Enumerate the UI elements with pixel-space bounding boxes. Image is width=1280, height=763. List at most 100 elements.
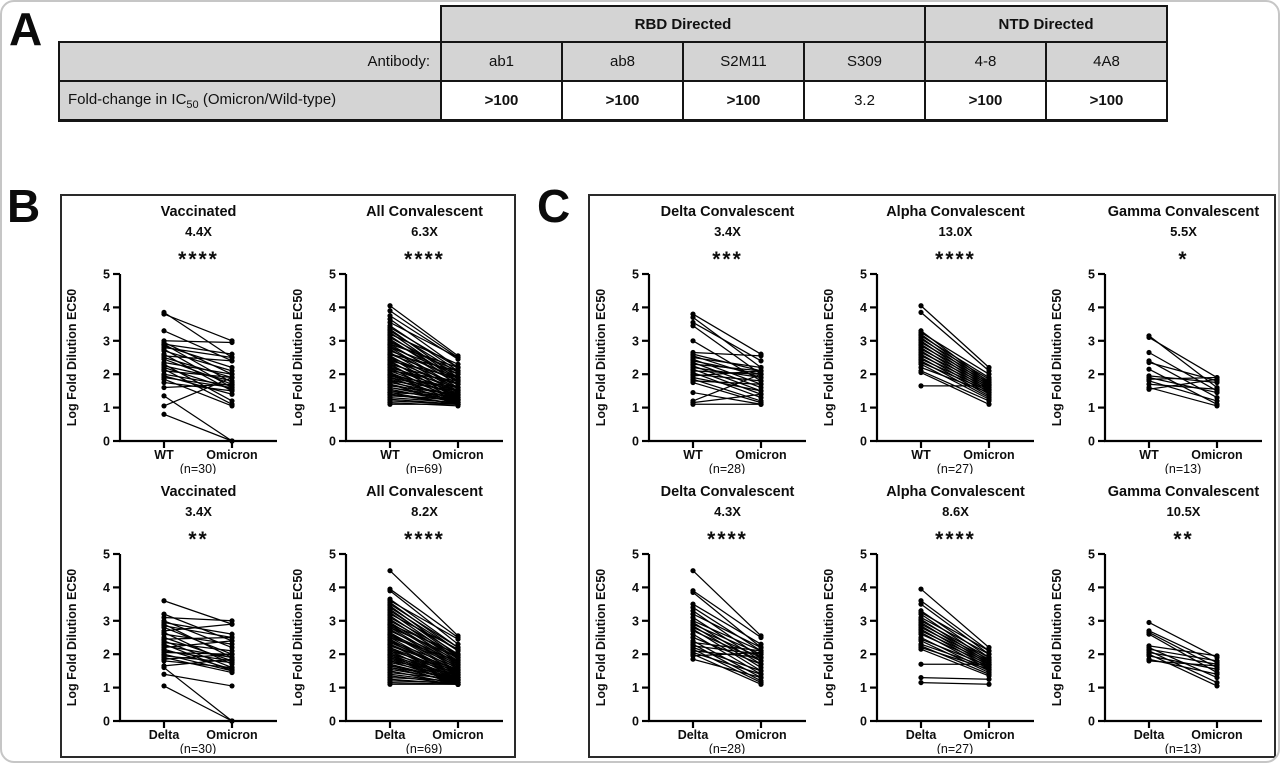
axes xyxy=(870,552,1034,728)
group-header-rbd: RBD Directed xyxy=(440,5,926,43)
fold-change-text: 3.4X xyxy=(714,224,741,239)
y-tick-label: 1 xyxy=(103,681,110,695)
panel-a-label: A xyxy=(9,3,43,55)
sample-size-label: (n=13) xyxy=(1165,462,1201,474)
panel-b-label: B xyxy=(7,180,41,232)
fold-change-text: 8.6X xyxy=(942,504,969,519)
chart-title: All Convalescent xyxy=(366,484,483,500)
y-axis-label: Log Fold Dilution EC50 xyxy=(1050,569,1064,707)
y-tick-label: 5 xyxy=(103,548,110,562)
fold-change-value: 3.2 xyxy=(803,80,926,122)
fold-label-suffix: (Omicron/Wild-type) xyxy=(198,90,337,108)
antibody-name: 4-8 xyxy=(924,41,1047,82)
y-tick-label: 3 xyxy=(632,614,639,628)
y-tick-label: 4 xyxy=(860,301,867,315)
chart-c-delta-convalescent-delta: Delta Convalescent 4.3X **** Log Fold Dilut… xyxy=(594,484,806,754)
y-tick-label: 4 xyxy=(860,581,867,595)
y-axis-label: Log Fold Dilution EC50 xyxy=(65,289,79,427)
chart-title: Alpha Convalescent xyxy=(886,484,1025,500)
y-tick-label: 3 xyxy=(103,614,110,628)
fold-change-text: 13.0X xyxy=(939,224,973,239)
data-points xyxy=(690,568,764,687)
x-category-label: Omicron xyxy=(432,728,483,742)
y-tick-label: 1 xyxy=(632,401,639,415)
x-category-label: Omicron xyxy=(1191,448,1242,462)
x-category-label: Omicron xyxy=(735,728,786,742)
fold-label-subscript: 50 xyxy=(186,98,199,111)
chart-b-all-convalescent-wt: All Convalescent 6.3X **** Log Fold Dilutio… xyxy=(291,204,503,474)
group-header-ntd: NTD Directed xyxy=(924,5,1168,43)
paired-lines xyxy=(692,313,762,405)
y-tick-label: 2 xyxy=(1088,368,1095,382)
data-points xyxy=(918,303,992,407)
data-points xyxy=(161,309,235,444)
chart-title: Gamma Convalescent xyxy=(1108,484,1260,500)
x-category-label: Delta xyxy=(149,728,181,742)
x-category-label: Omicron xyxy=(1191,728,1242,742)
y-tick-label: 1 xyxy=(1088,401,1095,415)
sample-size-label: (n=28) xyxy=(709,462,745,474)
x-category-label: WT xyxy=(154,448,174,462)
x-category-label: Delta xyxy=(375,728,407,742)
chart-c-alpha-convalescent-delta: Alpha Convalescent 8.6X **** Log Fold Dilut… xyxy=(822,484,1034,754)
paired-lines xyxy=(920,588,990,685)
antibody-name: S2M11 xyxy=(682,41,805,82)
y-tick-label: 3 xyxy=(329,614,336,628)
antibody-name: 4A8 xyxy=(1045,41,1168,82)
y-tick-label: 0 xyxy=(632,715,639,729)
axes xyxy=(113,272,277,448)
significance-stars: ** xyxy=(188,528,208,551)
chart-c-gamma-convalescent-wt: Gamma Convalescent 5.5X * Log Fold Dilution… xyxy=(1050,204,1262,474)
y-tick-label: 2 xyxy=(860,648,867,662)
fold-change-text: 10.5X xyxy=(1167,504,1201,519)
y-tick-label: 2 xyxy=(103,368,110,382)
y-tick-label: 2 xyxy=(860,368,867,382)
y-tick-label: 0 xyxy=(329,715,336,729)
sample-size-label: (n=28) xyxy=(709,742,745,754)
y-tick-label: 5 xyxy=(1088,268,1095,282)
significance-stars: **** xyxy=(935,528,976,551)
x-category-label: Omicron xyxy=(963,728,1014,742)
y-tick-label: 1 xyxy=(1088,681,1095,695)
chart-b-vaccinated-wt: Vaccinated 4.4X **** Log Fold Dilution EC50… xyxy=(65,204,277,474)
y-tick-label: 1 xyxy=(329,681,336,695)
chart-title: Delta Convalescent xyxy=(661,484,795,500)
fold-change-value: >100 xyxy=(682,80,805,122)
antibody-name: ab1 xyxy=(440,41,563,82)
chart-b-vaccinated-delta: Vaccinated 3.4X ** Log Fold Dilution EC50 0 1… xyxy=(65,484,277,754)
y-tick-label: 3 xyxy=(632,334,639,348)
chart-title: Vaccinated xyxy=(161,484,237,500)
data-points xyxy=(387,568,461,687)
x-category-label: Delta xyxy=(678,728,710,742)
significance-stars: *** xyxy=(712,248,743,271)
paired-lines xyxy=(389,570,459,685)
y-tick-label: 4 xyxy=(329,581,336,595)
axes xyxy=(113,552,277,728)
axes xyxy=(339,552,503,728)
axes xyxy=(339,272,503,448)
y-tick-label: 3 xyxy=(103,334,110,348)
y-axis-label: Log Fold Dilution EC50 xyxy=(65,569,79,707)
y-tick-label: 5 xyxy=(329,268,336,282)
y-tick-label: 2 xyxy=(632,368,639,382)
sample-size-label: (n=69) xyxy=(406,742,442,754)
x-category-label: Delta xyxy=(906,728,938,742)
y-tick-label: 4 xyxy=(1088,301,1095,315)
sample-size-label: (n=30) xyxy=(180,462,216,474)
x-category-label: WT xyxy=(683,448,703,462)
axes xyxy=(1098,272,1262,448)
paired-lines xyxy=(389,305,459,407)
panel-b-box: Vaccinated 4.4X **** Log Fold Dilution EC50… xyxy=(60,194,516,758)
y-tick-label: 5 xyxy=(1088,548,1095,562)
fold-change-value: >100 xyxy=(561,80,684,122)
panel-c-label: C xyxy=(537,180,571,232)
fold-change-value: >100 xyxy=(1045,80,1168,122)
data-points xyxy=(690,311,764,407)
x-category-label: WT xyxy=(1139,448,1159,462)
axes xyxy=(642,552,806,728)
y-tick-label: 1 xyxy=(103,401,110,415)
fold-change-text: 3.4X xyxy=(185,504,212,519)
y-tick-label: 4 xyxy=(103,301,110,315)
y-tick-label: 4 xyxy=(103,581,110,595)
